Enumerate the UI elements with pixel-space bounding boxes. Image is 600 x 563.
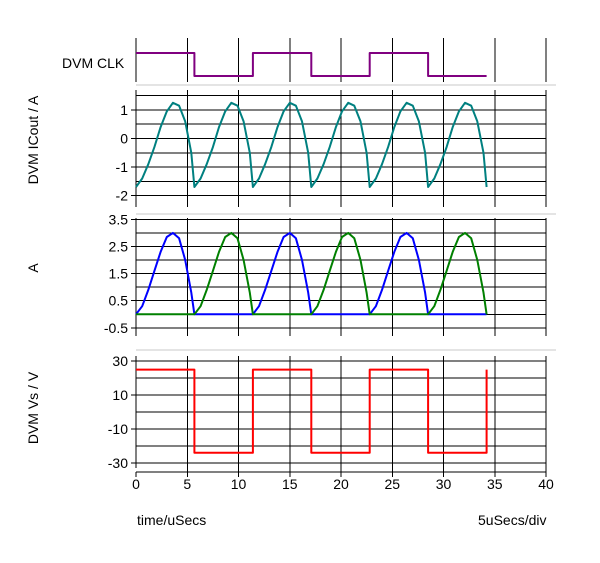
y-tick-label: -1	[116, 159, 129, 175]
y-tick-label: 0.5	[109, 293, 129, 309]
x-tick-label: 20	[333, 476, 349, 492]
y-tick-label: 1.5	[109, 266, 129, 282]
y-tick-label: -2	[116, 188, 129, 204]
panel-2: 1 0 -1 -2 DVM ICout / A	[25, 90, 547, 207]
trace-green	[136, 231, 488, 316]
y-tick-label: -10	[108, 421, 128, 437]
x-tick-label: 15	[282, 476, 298, 492]
y-tick-label: -30	[108, 455, 128, 471]
x-tick-label: 40	[538, 476, 554, 492]
y-axis-label: DVM Vs / V	[25, 371, 41, 444]
trace-dvm-vs	[136, 368, 488, 454]
y-tick-label: 0	[120, 131, 128, 147]
time-scale-label: 5uSecs/div	[478, 512, 547, 528]
y-tick-label: 10	[112, 387, 128, 403]
y-tick-label: 30	[112, 353, 128, 369]
x-tick-label: 30	[436, 476, 452, 492]
y-tick-label: 3.5	[109, 211, 129, 227]
y-tick-label: -0.5	[104, 320, 128, 336]
y-axis-label: DVM CLK	[62, 55, 125, 71]
x-tick-label: 25	[384, 476, 400, 492]
x-tick-label: 0	[132, 476, 140, 492]
panel-4: 30 10 -10 -30 DVM Vs / V	[25, 353, 547, 472]
trace-blue	[135, 231, 487, 316]
y-axis-label: DVM ICout / A	[25, 95, 41, 184]
y-axis-label: A	[25, 263, 41, 273]
panel-3: 3.5 2.5 1.5 0.5 -0.5 A	[25, 211, 547, 336]
x-tick-label: 10	[231, 476, 247, 492]
panel-1: DVM CLK	[62, 38, 547, 82]
trace-dvm-icout	[135, 101, 488, 188]
x-axis-label: time/uSecs	[137, 512, 207, 528]
y-tick-label: 1	[120, 102, 128, 118]
y-tick-label: 2.5	[109, 238, 129, 254]
trace-dvm-clk	[136, 52, 487, 77]
x-tick-label: 35	[487, 476, 503, 492]
x-tick-label: 5	[183, 476, 191, 492]
